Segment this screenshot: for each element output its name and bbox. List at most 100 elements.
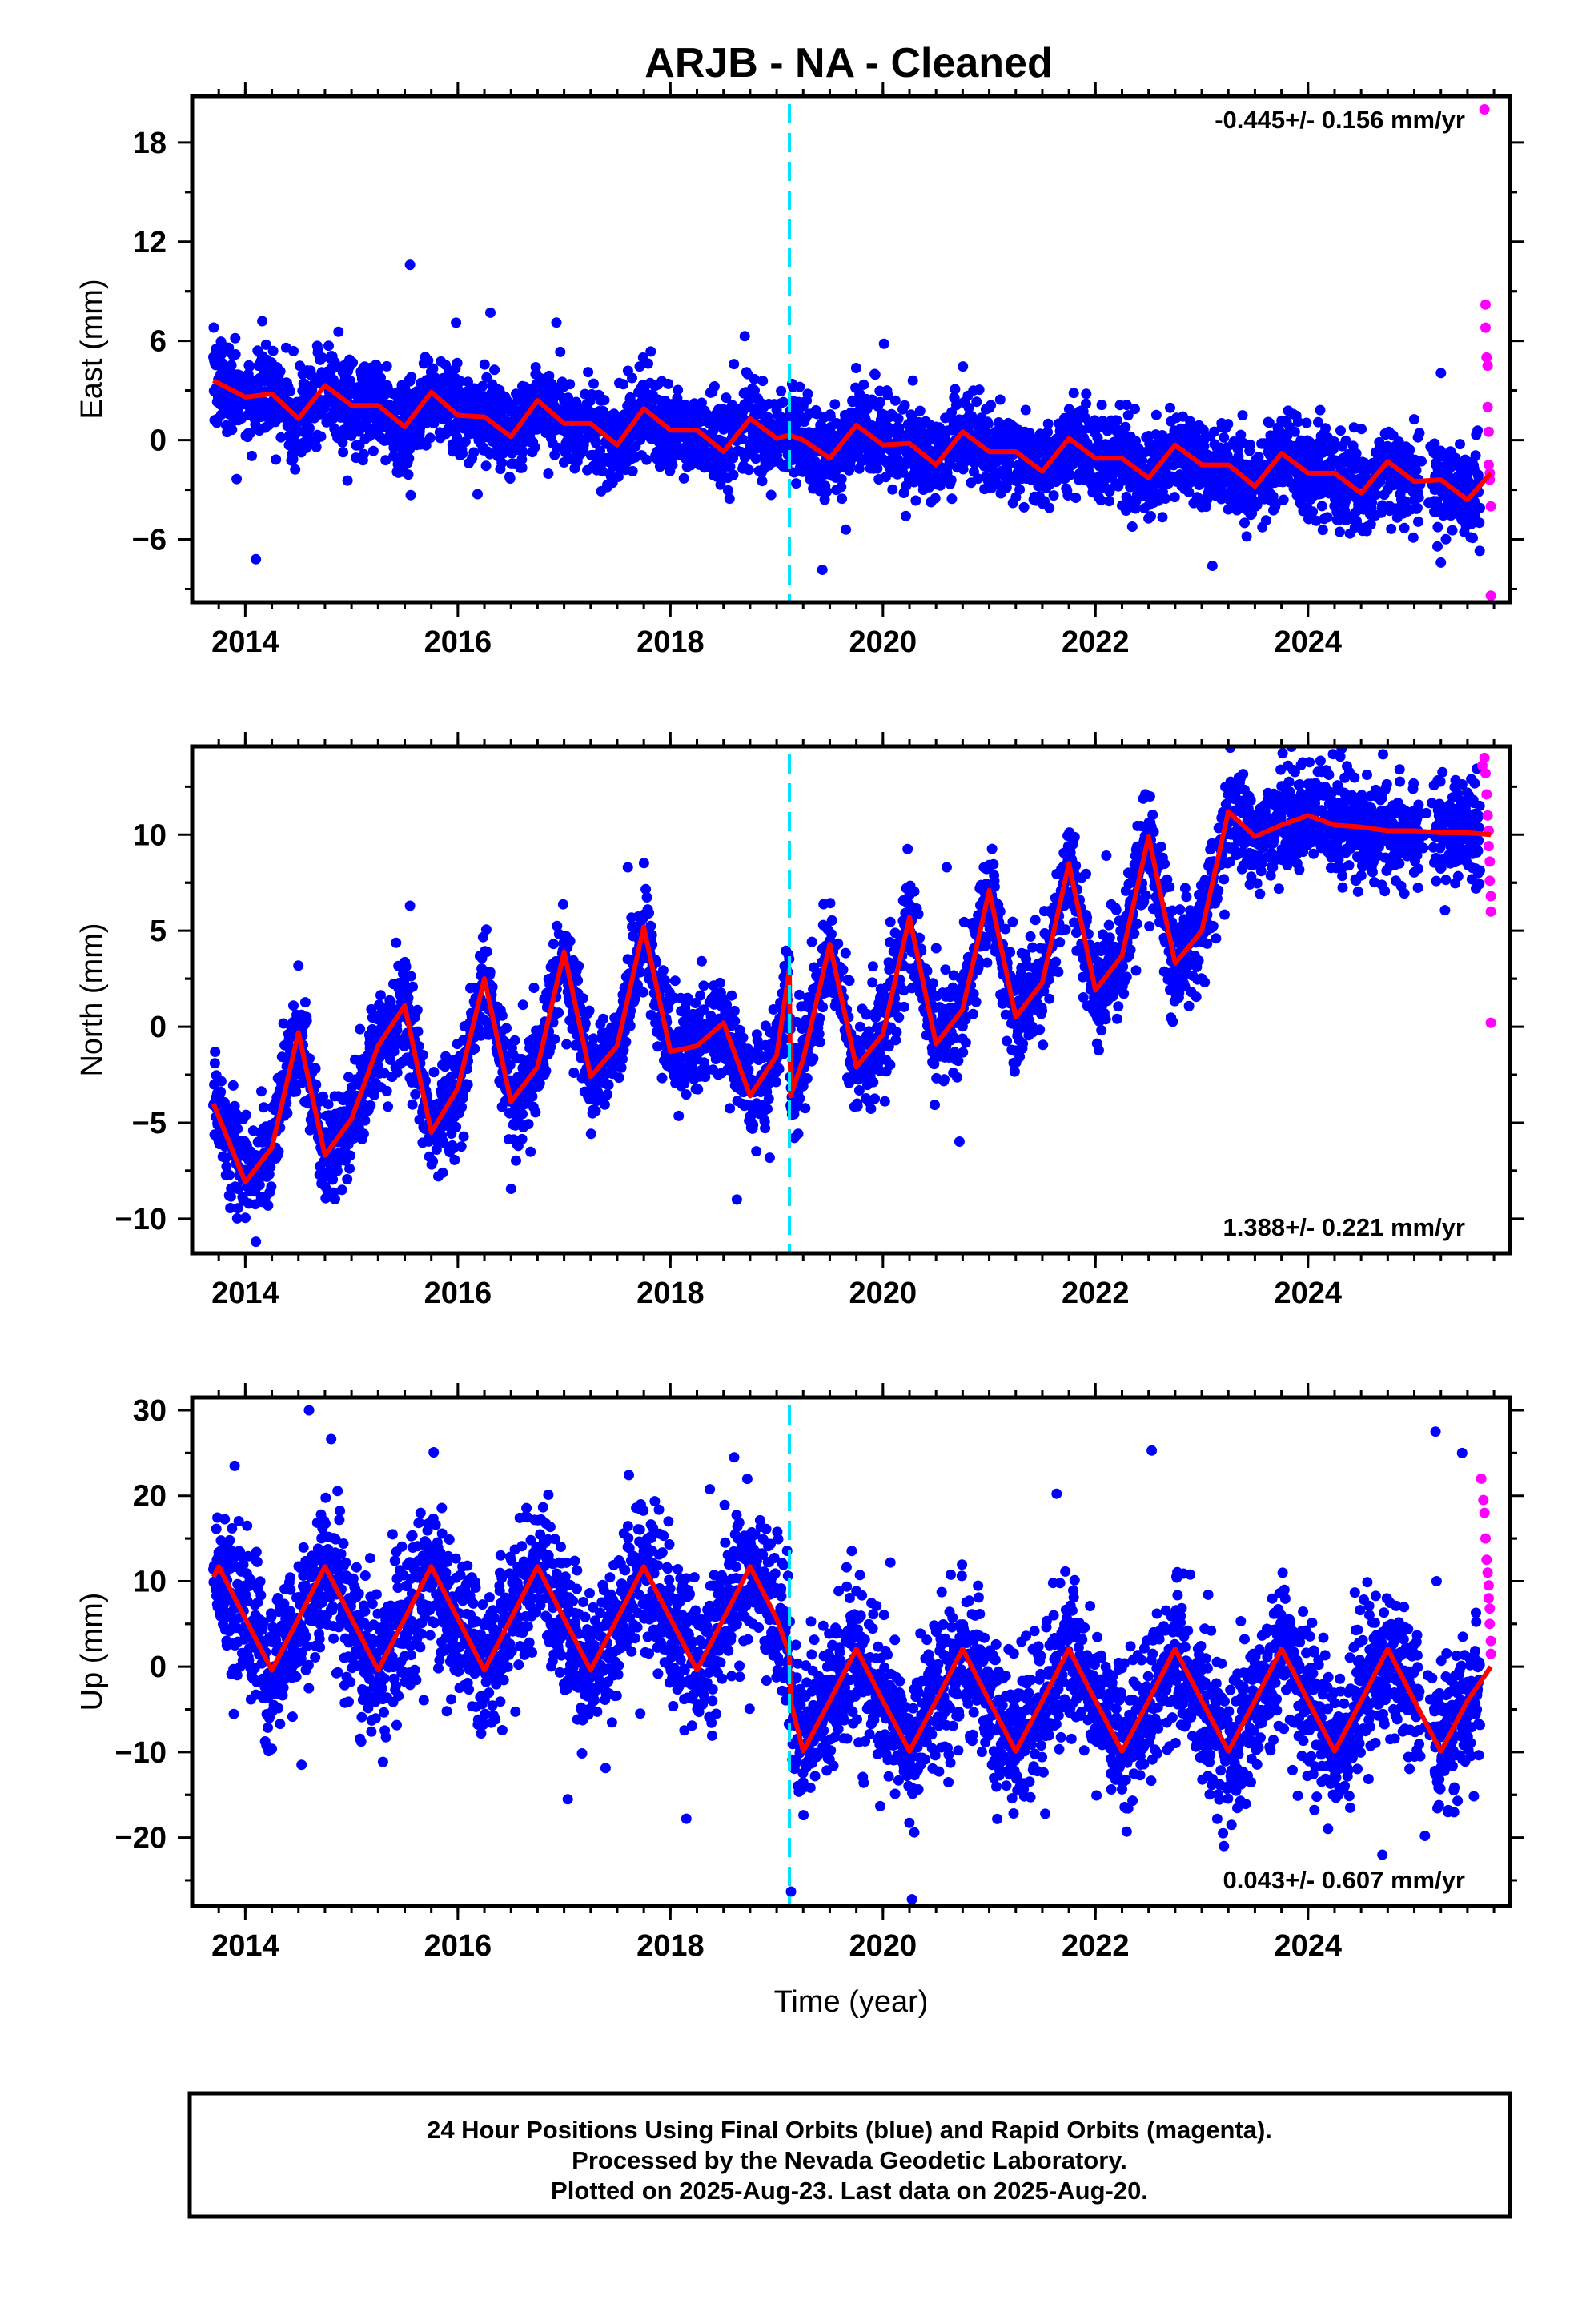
east-final-point: [244, 361, 255, 372]
east-final-point: [986, 400, 997, 411]
north-final-point: [359, 1115, 371, 1126]
north-final-point: [273, 1146, 284, 1157]
north-final-point: [365, 1100, 376, 1111]
east-final-point: [837, 493, 848, 505]
east-final-point: [406, 372, 417, 383]
east-final-point: [1474, 517, 1485, 529]
east-final-point: [1014, 484, 1026, 495]
east-final-point: [1413, 516, 1423, 527]
east-final-point: [907, 375, 918, 386]
east-final-point: [1408, 414, 1419, 425]
east-final-point: [663, 378, 674, 389]
east-final-point: [1278, 494, 1289, 505]
north-final-point: [336, 1184, 347, 1196]
east-final-point: [634, 361, 645, 372]
north-final-point: [240, 1109, 251, 1120]
east-final-point: [1307, 506, 1319, 517]
east-final-point: [850, 363, 861, 373]
north-final-point: [344, 1163, 355, 1174]
east-final-point: [323, 340, 334, 352]
east-final-point: [757, 476, 768, 487]
east-final-point: [380, 455, 391, 466]
east-final-point: [739, 331, 750, 342]
east-final-point: [1126, 521, 1138, 532]
north-final-point: [417, 1049, 428, 1060]
east-final-point: [1455, 439, 1465, 450]
north-final-point: [291, 1086, 302, 1097]
north-final-point: [408, 981, 418, 992]
east-final-point: [627, 465, 638, 476]
east-final-point: [424, 432, 436, 444]
east-final-point: [841, 524, 852, 535]
east-final-point: [749, 373, 760, 384]
east-final-point: [728, 469, 739, 480]
east-final-point: [552, 442, 563, 453]
east-final-point: [1096, 400, 1107, 411]
east-final-point: [375, 372, 386, 384]
east-final-point: [267, 345, 279, 356]
east-final-point: [404, 453, 415, 464]
north-final-point: [301, 1015, 312, 1026]
east-final-point: [914, 405, 926, 416]
east-x-tick-label: 2020: [849, 625, 917, 659]
north-final-point: [462, 1079, 473, 1090]
east-final-point: [612, 471, 624, 482]
east-final-point: [749, 385, 760, 396]
east-final-point: [974, 384, 985, 396]
north-final-point: [215, 1086, 227, 1097]
east-final-point: [757, 376, 769, 387]
north-final-point: [299, 997, 311, 1008]
east-final-point: [463, 376, 473, 388]
north-final-point: [254, 1180, 265, 1191]
east-final-point: [564, 379, 576, 390]
north-final-point: [400, 961, 412, 972]
east-final-point: [899, 400, 910, 411]
east-final-point: [893, 413, 904, 424]
east-final-point: [457, 448, 468, 459]
east-final-point: [1399, 522, 1410, 533]
east-final-point: [1068, 388, 1079, 399]
east-final-point: [667, 460, 678, 471]
east-final-point: [982, 419, 994, 429]
north-final-point: [481, 947, 492, 957]
east-final-point: [1365, 519, 1376, 530]
east-final-point: [1447, 525, 1458, 536]
east-final-point: [750, 453, 761, 464]
east-final-point: [858, 379, 869, 390]
east-final-point: [516, 454, 528, 465]
east-final-point: [643, 358, 653, 369]
east-final-point: [1104, 496, 1114, 507]
east-final-point: [1111, 415, 1122, 426]
east-outlier-point: [404, 259, 416, 271]
east-final-point: [1289, 426, 1300, 437]
chart-title: ARJB - NA - Cleaned: [644, 40, 1052, 86]
east-final-point: [1244, 439, 1255, 450]
north-final-point: [484, 967, 496, 978]
east-final-point: [555, 346, 566, 357]
east-final-point: [723, 485, 733, 496]
east-final-point: [1334, 526, 1345, 537]
east-final-point: [275, 366, 286, 377]
north-final-point: [288, 1000, 299, 1011]
east-final-point: [1018, 501, 1030, 513]
east-final-point: [696, 397, 707, 408]
north-final-point: [449, 1154, 460, 1165]
east-final-point: [765, 489, 777, 501]
north-final-point: [480, 924, 492, 935]
east-final-point: [226, 360, 237, 371]
east-final-point: [1048, 490, 1059, 501]
east-final-point: [641, 454, 652, 465]
east-final-point: [317, 352, 328, 364]
east-final-point: [1020, 404, 1031, 416]
east-rapid-point: [1482, 360, 1493, 372]
east-final-point: [591, 437, 601, 448]
east-final-point: [455, 376, 466, 387]
east-final-point: [504, 473, 516, 484]
north-final-point: [310, 1063, 321, 1074]
east-final-point: [290, 464, 301, 475]
east-y-tick-label: 12: [133, 226, 167, 259]
east-rate-label: -0.445+/- 0.156 mm/yr: [1215, 106, 1465, 134]
east-final-point: [673, 384, 684, 396]
east-final-point: [872, 463, 883, 474]
north-final-point: [412, 1026, 424, 1037]
